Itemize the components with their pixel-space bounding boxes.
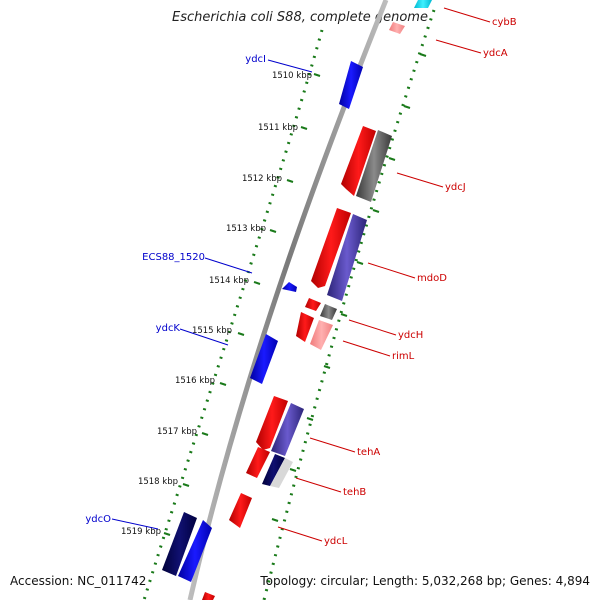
label-ECS88_1520[interactable]: ECS88_1520 bbox=[142, 252, 205, 263]
gene-labels-forward: ydcI ECS88_1520 ydcK ydcO bbox=[85, 54, 266, 525]
gene-ydcJ[interactable] bbox=[341, 126, 376, 196]
tick-mark bbox=[323, 365, 331, 369]
label-rimL[interactable]: rimL bbox=[392, 351, 415, 362]
tick-mark bbox=[313, 73, 321, 77]
label-ydcA[interactable]: ydcA bbox=[483, 48, 508, 59]
tick-mark bbox=[271, 518, 279, 522]
major-tick-marks bbox=[163, 53, 427, 536]
genome-backbone bbox=[187, 0, 389, 600]
gene-rimL-red[interactable] bbox=[296, 312, 314, 342]
label-tehB[interactable]: tehB bbox=[343, 487, 366, 498]
reverse-strand-genes bbox=[202, 0, 432, 600]
tick-mark bbox=[269, 229, 277, 233]
leader-mdoD bbox=[367, 262, 416, 279]
label-leaders bbox=[111, 7, 491, 542]
label-ydcL[interactable]: ydcL bbox=[324, 536, 348, 547]
gene-ECS88_1520[interactable] bbox=[282, 282, 297, 292]
gene-mdoD-purple[interactable] bbox=[327, 214, 367, 301]
leader-tehA bbox=[309, 437, 356, 453]
leader-ydcJ bbox=[396, 172, 444, 188]
gene-rimL[interactable] bbox=[310, 320, 333, 350]
tick-mark bbox=[306, 417, 314, 421]
tick-mark bbox=[289, 468, 297, 472]
map-title: Escherichia coli S88, complete genome bbox=[172, 10, 428, 25]
leader-ydcH bbox=[348, 319, 397, 336]
gene-cybB[interactable] bbox=[414, 0, 432, 8]
label-ydcI[interactable]: ydcI bbox=[245, 54, 266, 65]
leader-ECS88_1520 bbox=[204, 257, 253, 274]
label-cybB[interactable]: cybB bbox=[492, 17, 517, 28]
tick-mark bbox=[300, 126, 308, 130]
leader-ydcI bbox=[267, 59, 313, 73]
gene-ydcH[interactable] bbox=[320, 304, 337, 320]
leader-ydcK bbox=[179, 328, 229, 346]
leader-ydcL bbox=[277, 526, 323, 542]
gene-ydcO-adjacent[interactable] bbox=[178, 520, 212, 582]
gene-tehB-white[interactable] bbox=[270, 458, 293, 488]
leader-ydcA bbox=[435, 39, 482, 54]
forward-strand-genes bbox=[162, 61, 363, 582]
kbp-label-1516: 1516 kbp bbox=[175, 376, 215, 386]
kbp-label-1519: 1519 kbp bbox=[121, 527, 161, 537]
kbp-label-1511: 1511 kbp bbox=[258, 123, 298, 133]
leader-ydcO bbox=[111, 518, 159, 530]
gene-tehB-red[interactable] bbox=[246, 447, 270, 478]
kbp-label-1518: 1518 kbp bbox=[138, 477, 178, 487]
gene-tehA[interactable] bbox=[271, 403, 304, 456]
leader-cybB bbox=[443, 7, 491, 23]
label-tehA[interactable]: tehA bbox=[357, 447, 380, 458]
kbp-label-1513: 1513 kbp bbox=[226, 224, 266, 234]
leader-rimL bbox=[342, 340, 391, 357]
gene-cybB-partner[interactable] bbox=[389, 22, 405, 34]
tick-mark bbox=[372, 209, 380, 213]
kbp-label-1514: 1514 kbp bbox=[209, 276, 249, 286]
outer-tick-track bbox=[262, 9, 436, 600]
label-ydcJ[interactable]: ydcJ bbox=[445, 182, 466, 193]
leader-tehB bbox=[295, 477, 342, 493]
gene-ydcI[interactable] bbox=[339, 61, 363, 109]
label-ydcH[interactable]: ydcH bbox=[398, 330, 423, 341]
kbp-tick-labels: 1510 kbp 1511 kbp 1512 kbp 1513 kbp 1514… bbox=[121, 71, 312, 537]
inner-tick-track bbox=[142, 29, 324, 600]
label-ydcK[interactable]: ydcK bbox=[156, 323, 181, 334]
label-ydcO[interactable]: ydcO bbox=[85, 514, 111, 525]
gene-ydcH-red[interactable] bbox=[305, 298, 321, 311]
tick-mark bbox=[286, 179, 294, 183]
gene-mdoD[interactable] bbox=[311, 208, 351, 288]
label-mdoD[interactable]: mdoD bbox=[417, 273, 447, 284]
gene-ydcL-red[interactable] bbox=[229, 493, 252, 528]
accession-text: Accession: NC_011742 bbox=[10, 574, 147, 588]
gene-ydcO-dark[interactable] bbox=[162, 512, 197, 576]
kbp-label-1510: 1510 kbp bbox=[272, 71, 312, 81]
tick-mark bbox=[237, 332, 245, 336]
tick-mark bbox=[419, 53, 427, 57]
gene-ydcK[interactable] bbox=[250, 334, 278, 384]
tick-mark bbox=[253, 281, 261, 285]
gene-tehA-red[interactable] bbox=[256, 396, 288, 450]
tick-mark bbox=[388, 157, 396, 161]
tick-mark bbox=[201, 432, 209, 436]
kbp-label-1517: 1517 kbp bbox=[157, 427, 197, 437]
tick-mark bbox=[182, 483, 190, 487]
kbp-label-1512: 1512 kbp bbox=[242, 174, 282, 184]
tick-mark bbox=[403, 105, 411, 109]
gene-ydcJ-grey[interactable] bbox=[356, 130, 392, 202]
tick-mark bbox=[163, 532, 171, 536]
kbp-label-1515: 1515 kbp bbox=[192, 326, 232, 336]
gene-labels-reverse: cybB ydcA ydcJ mdoD ydcH rimL tehA tehB … bbox=[324, 17, 517, 547]
tick-mark bbox=[340, 313, 348, 317]
tick-mark bbox=[356, 261, 364, 265]
tick-mark bbox=[219, 382, 227, 386]
gene-tehB[interactable] bbox=[262, 454, 285, 486]
gene-bottom-red[interactable] bbox=[202, 592, 215, 600]
genome-summary-text: Topology: circular; Length: 5,032,268 bp… bbox=[260, 574, 590, 588]
